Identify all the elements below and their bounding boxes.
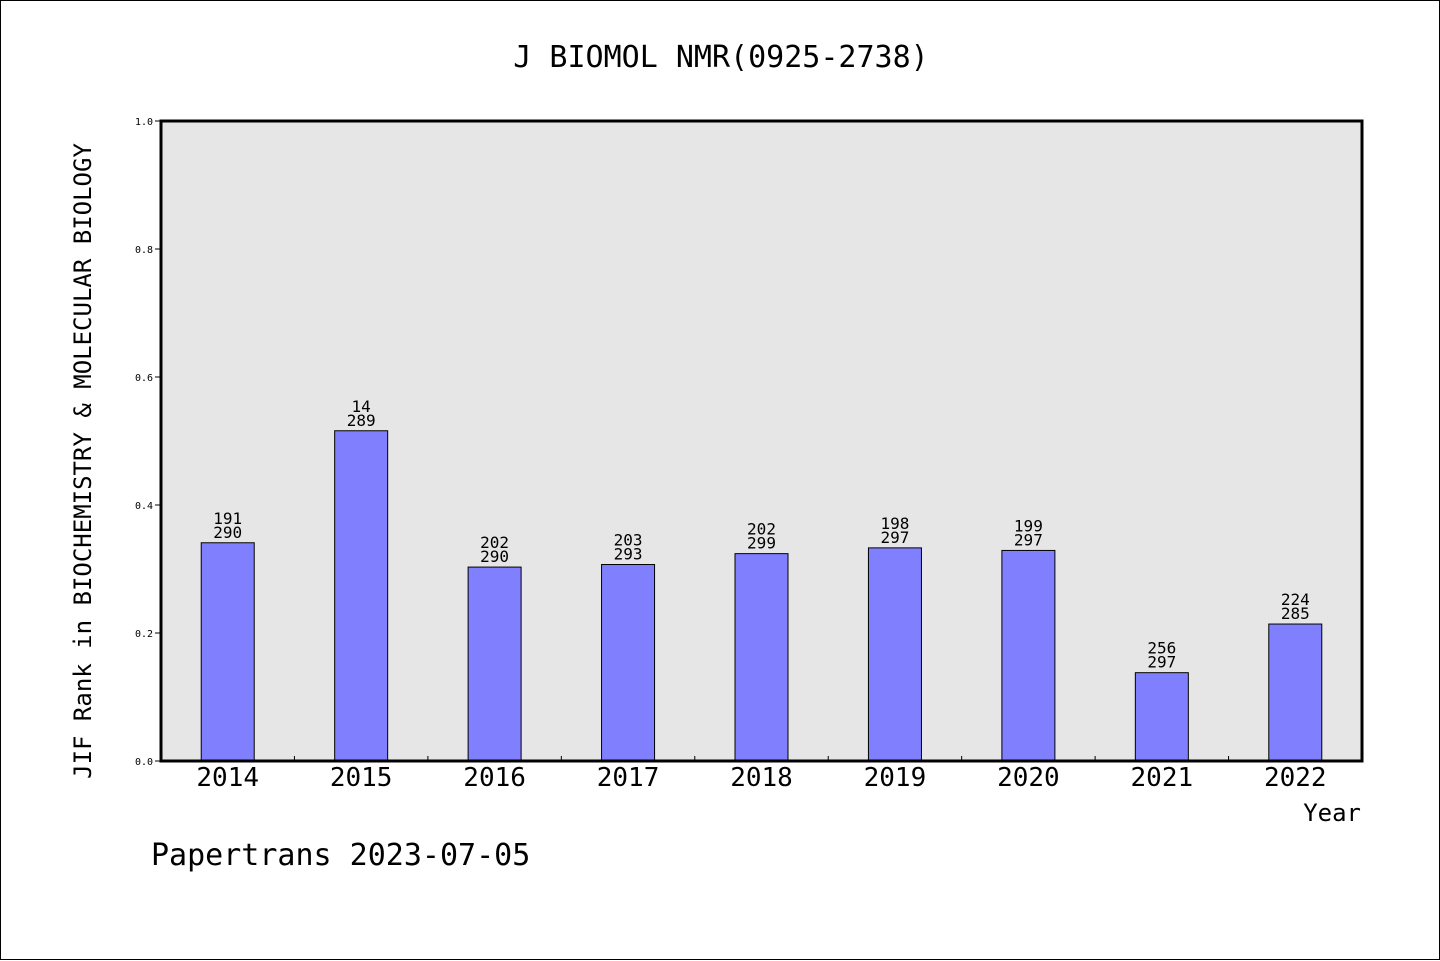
x-tick-label: 2021 — [1131, 763, 1194, 793]
x-tick-label: 2014 — [196, 763, 259, 793]
bar — [601, 564, 656, 762]
bar — [200, 542, 255, 762]
bar — [734, 553, 789, 762]
x-tick-label: 2015 — [330, 763, 393, 793]
y-tick-label: 0.2 — [135, 629, 153, 640]
bar-rank-label: 14 — [352, 397, 371, 416]
bar-total-label: 290 — [480, 547, 509, 566]
bar-total-label: 297 — [880, 528, 909, 547]
bar-rank-label: 202 — [480, 533, 509, 552]
x-axis-title: Year — [1303, 799, 1361, 827]
bar — [467, 566, 522, 762]
bar-rank-label: 203 — [614, 531, 643, 550]
bar — [1268, 623, 1323, 762]
bar-total-label: 297 — [1014, 530, 1043, 549]
footer-credit: Papertrans 2023-07-05 — [151, 838, 530, 873]
bar-total-label: 299 — [747, 534, 776, 553]
bar-rank-label: 224 — [1281, 590, 1310, 609]
bar-rank-label: 256 — [1147, 639, 1176, 658]
bar-total-label: 293 — [614, 545, 643, 564]
x-tick-label: 2018 — [730, 763, 793, 793]
bar-total-label: 289 — [347, 411, 376, 430]
x-tick-label: 2019 — [864, 763, 927, 793]
chart-title: J BIOMOL NMR(0925-2738) — [513, 40, 928, 75]
bar — [867, 547, 922, 762]
y-tick-label: 0.6 — [135, 373, 153, 384]
bar-rank-label: 202 — [747, 520, 776, 539]
x-tick-label: 2020 — [997, 763, 1060, 793]
x-tick-label: 2022 — [1264, 763, 1327, 793]
plot-border — [159, 119, 1364, 763]
bar — [1134, 672, 1189, 762]
y-axis-title: JIF Rank in BIOCHEMISTRY & MOLECULAR BIO… — [69, 143, 97, 779]
y-tick-label: 0.0 — [135, 757, 153, 768]
bar-rank-label: 199 — [1014, 516, 1043, 535]
bar — [334, 430, 389, 762]
x-tick-label: 2017 — [597, 763, 660, 793]
y-tick-label: 0.8 — [135, 245, 153, 256]
bar-total-label: 290 — [213, 523, 242, 542]
y-tick-label: 0.4 — [135, 501, 153, 512]
bar-rank-label: 191 — [213, 509, 242, 528]
x-tick-label: 2016 — [463, 763, 526, 793]
bar-rank-label: 198 — [880, 514, 909, 533]
bar-total-label: 297 — [1147, 653, 1176, 672]
bar-labels: 1912901428920229020329320229919829719929… — [213, 397, 1309, 672]
y-tick-label: 1.0 — [135, 117, 153, 128]
bar-series — [200, 430, 1323, 762]
bar — [1001, 549, 1056, 762]
x-axis: 2014 2015 2016 2017 2018 2019 2020 2021 2022 — [196, 756, 1327, 793]
bar-total-label: 285 — [1281, 604, 1310, 623]
y-axis: 0.0 0.2 0.4 0.6 0.8 1.0 — [135, 117, 161, 768]
